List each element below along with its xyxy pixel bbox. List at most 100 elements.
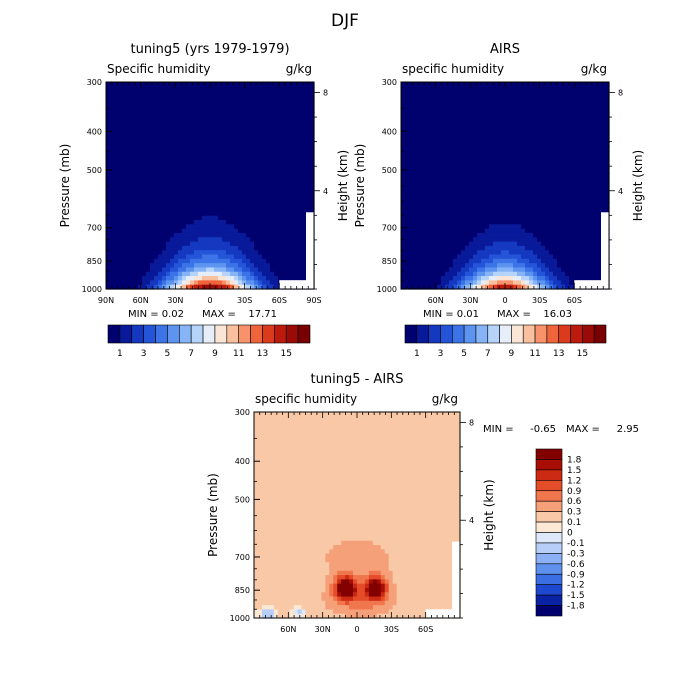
field-cell	[202, 172, 207, 178]
field-cell	[130, 129, 135, 135]
field-cell	[545, 241, 550, 247]
field-cell	[489, 263, 494, 269]
missing-data-strip	[306, 212, 314, 289]
field-cell	[158, 202, 163, 208]
field-cell	[258, 258, 263, 264]
field-cell	[158, 245, 163, 251]
colorbar-swatch	[119, 324, 133, 344]
field-cell	[457, 103, 462, 109]
field-cell	[214, 276, 219, 281]
field-cell	[449, 237, 454, 243]
field-cell	[302, 220, 307, 225]
field-cell	[278, 232, 283, 238]
field-cell	[278, 86, 283, 92]
field-cell	[473, 198, 478, 204]
field-cell	[186, 172, 191, 178]
field-cell	[457, 112, 462, 118]
field-cell	[174, 116, 179, 122]
field-cell	[158, 284, 163, 290]
field-cell	[278, 103, 283, 109]
field-cell	[485, 90, 490, 96]
field-cell	[142, 168, 147, 174]
field-cell	[218, 155, 223, 161]
field-cell	[441, 163, 446, 169]
field-cell	[174, 198, 179, 204]
field-cell	[290, 215, 295, 221]
field-cell	[585, 215, 590, 221]
field-cell	[413, 103, 418, 109]
field-cell	[258, 263, 263, 269]
field-cell	[218, 207, 223, 212]
field-cell	[194, 271, 199, 277]
field-cell	[501, 86, 506, 92]
field-cell	[413, 163, 418, 169]
field-cell	[194, 284, 199, 290]
field-cell	[306, 112, 311, 118]
field-cell	[405, 90, 410, 96]
field-cell	[182, 211, 187, 217]
field-cell	[425, 159, 430, 165]
field-cell	[509, 198, 514, 204]
field-cell	[174, 254, 179, 260]
field-cell	[533, 151, 538, 156]
field-cell	[529, 159, 534, 165]
field-cell	[525, 241, 530, 247]
field-cell	[445, 207, 450, 212]
field-cell	[477, 86, 482, 92]
field-cell	[593, 207, 598, 212]
field-cell	[433, 94, 438, 100]
field-cell	[126, 220, 131, 225]
field-cell	[597, 99, 602, 105]
field-cell	[505, 258, 510, 264]
field-cell	[509, 224, 514, 230]
field-cell	[270, 146, 275, 152]
field-cell	[557, 159, 562, 165]
field-cell	[198, 82, 203, 87]
field-cell	[585, 245, 590, 251]
field-cell	[461, 267, 466, 273]
field-cell	[493, 112, 498, 118]
field-cell	[485, 133, 490, 139]
field-cell	[170, 228, 175, 234]
field-cell	[477, 194, 482, 200]
field-cell	[266, 237, 271, 243]
field-cell	[473, 202, 478, 208]
field-cell	[469, 90, 474, 96]
field-cell	[118, 86, 123, 92]
field-cell	[130, 284, 135, 290]
field-cell	[210, 232, 215, 238]
field-cell	[298, 254, 303, 260]
field-cell	[278, 129, 283, 135]
field-cell	[290, 120, 295, 126]
field-cell	[242, 241, 247, 247]
field-cell	[110, 86, 115, 92]
field-cell	[441, 220, 446, 225]
field-cell	[202, 99, 207, 105]
field-cell	[130, 99, 135, 105]
field-cell	[445, 133, 450, 139]
field-cell	[134, 168, 139, 174]
field-cell	[441, 146, 446, 152]
field-cell	[465, 224, 470, 230]
field-cell	[186, 146, 191, 152]
field-cell	[178, 112, 183, 118]
field-cell	[457, 207, 462, 212]
field-cell	[501, 241, 506, 247]
field-cell	[497, 125, 502, 131]
field-cell	[569, 120, 574, 126]
field-cell	[146, 159, 151, 165]
field-cell	[437, 151, 442, 156]
field-cell	[202, 224, 207, 230]
field-cell	[493, 211, 498, 217]
field-cell	[417, 194, 422, 200]
field-cell	[278, 189, 283, 195]
field-cell	[118, 263, 123, 269]
field-cell	[258, 155, 263, 161]
field-cell	[150, 99, 155, 105]
field-cell	[242, 207, 247, 212]
field-cell	[158, 207, 163, 212]
field-cell	[270, 90, 275, 96]
field-cell	[166, 232, 171, 238]
field-cell	[409, 112, 414, 118]
field-cell	[477, 198, 482, 204]
